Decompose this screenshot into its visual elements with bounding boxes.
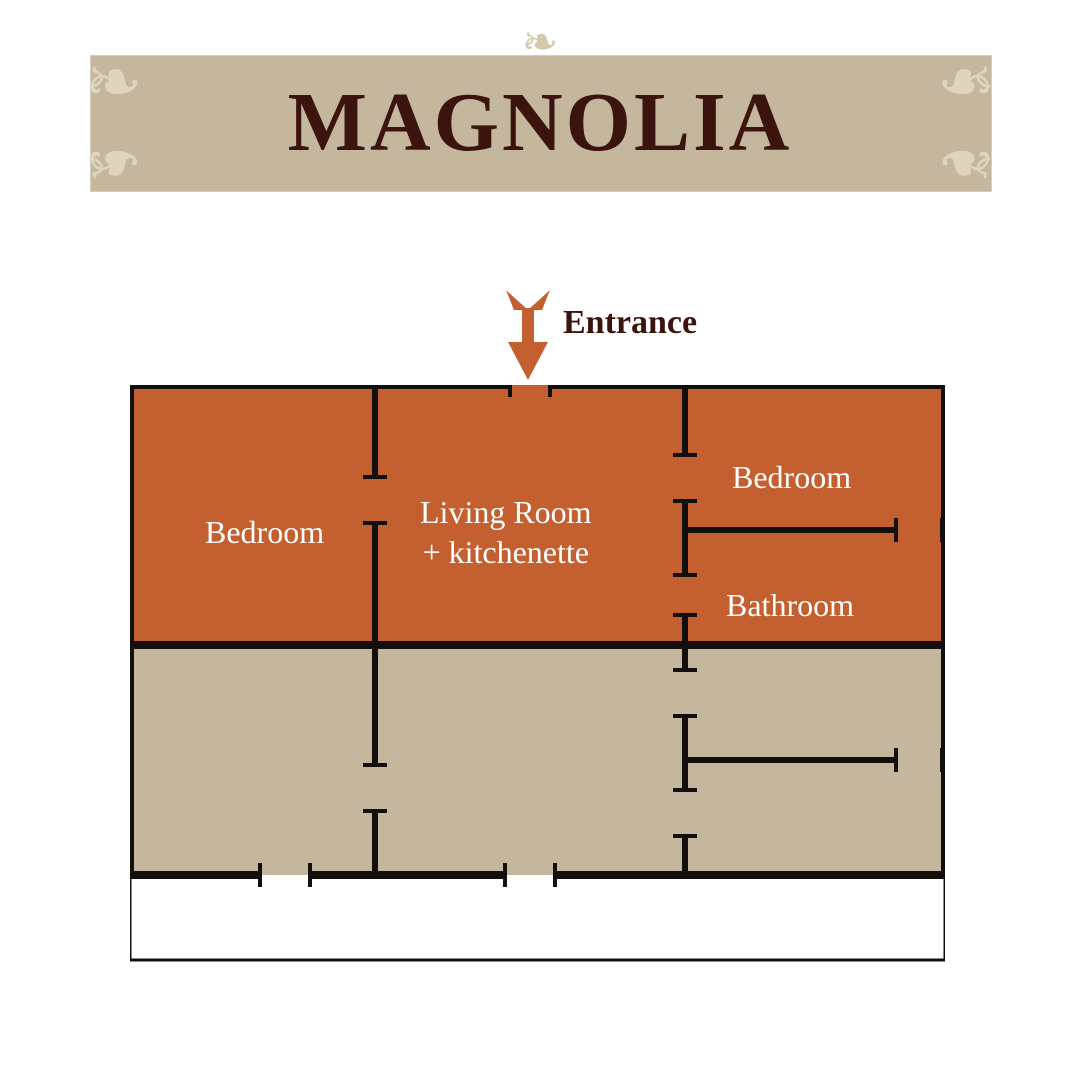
room-label-living-room: Living Room + kitchenette (420, 492, 592, 572)
ornament-corner-icon: ❧ (84, 126, 143, 196)
room-label-bedroom-left: Bedroom (205, 512, 324, 552)
room-label-bedroom-right: Bedroom (732, 457, 851, 497)
ornament-top-icon: ❧ (522, 21, 559, 65)
entrance-marker: Entrance (498, 290, 718, 380)
page-title: MAGNOLIA (288, 74, 793, 171)
ornament-corner-icon: ❧ (84, 49, 143, 119)
ornament-corner-icon: ❧ (937, 126, 996, 196)
ornament-corner-icon: ❧ (937, 49, 996, 119)
title-banner: ❧ ❧ ❧ ❧ ❧ MAGNOLIA (90, 55, 990, 190)
room-label-bathroom: Bathroom (726, 585, 854, 625)
floor-plan: Bedroom Living Room + kitchenette Bedroom B… (130, 385, 945, 960)
entrance-label: Entrance (563, 304, 697, 342)
entrance-arrow-icon (498, 290, 558, 385)
